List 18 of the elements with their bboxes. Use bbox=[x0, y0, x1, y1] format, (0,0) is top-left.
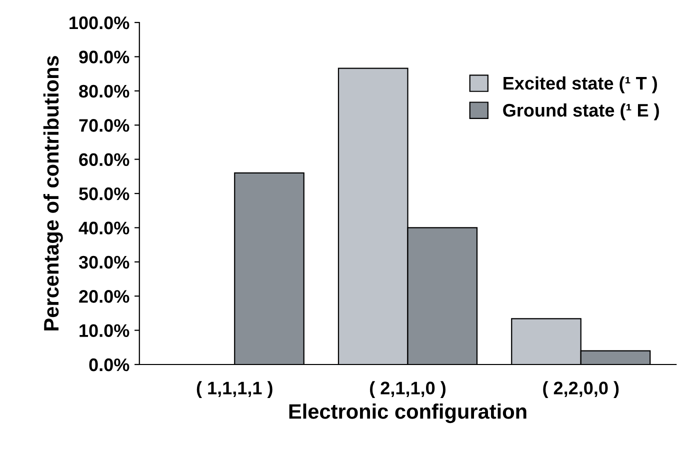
y-tick-label: 0.0% bbox=[89, 358, 130, 372]
y-tick-label: 30.0% bbox=[78, 256, 130, 269]
y-tick-label: 70.0% bbox=[79, 119, 130, 132]
legend-label: Ground state (¹ E ) bbox=[503, 103, 659, 120]
x-tick-label: ( 1,1,1,1 ) bbox=[196, 381, 272, 398]
y-tick-label: 90.0% bbox=[79, 50, 130, 64]
y-tick-label: 50.0% bbox=[79, 187, 130, 200]
x-tick-label: ( 2,2,0,0 ) bbox=[543, 381, 619, 398]
y-tick-label: 60.0% bbox=[79, 153, 130, 166]
y-tick-label: 20.0% bbox=[79, 290, 130, 303]
y-tick-label: 40.0% bbox=[78, 222, 130, 234]
y-tick-label: 80.0% bbox=[79, 84, 130, 98]
y-axis-title: Percentage of contributions bbox=[43, 56, 63, 330]
y-tick-label: 10.0% bbox=[80, 324, 130, 338]
legend-label: Excited state (¹ T ) bbox=[504, 76, 657, 94]
x-tick-label: ( 2,1,1,0 ) bbox=[370, 381, 446, 398]
y-tick-label: 100.0% bbox=[70, 16, 130, 30]
x-axis-title: Electronic configuration bbox=[289, 404, 526, 424]
